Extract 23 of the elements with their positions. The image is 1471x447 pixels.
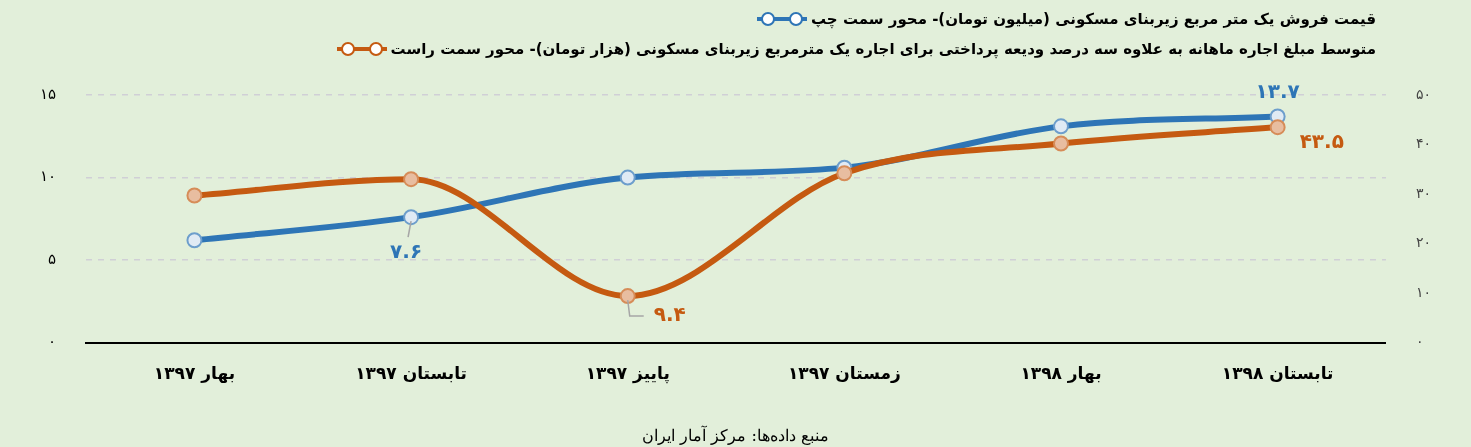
y2-tick-label: ۵۰	[1415, 85, 1432, 102]
x-tick-label: بهار ۱۳۹۷	[153, 363, 236, 385]
y2-tick-label: ۱۰	[1415, 283, 1432, 300]
x-tick-label: زمستان ۱۳۹۷	[787, 363, 901, 384]
legend-label: قیمت فروش یک متر مربع زیربنای مسکونی (میلیون تومان)- محور سمت چپ	[810, 10, 1376, 28]
y-tick-label: ۰	[48, 332, 57, 351]
text: منبع داده‌ها: مرکز آمار ایران	[641, 426, 830, 445]
legend-label: متوسط مبلغ اجاره ماهانه به علاوه سه درصد ودیعه پرداختی برای اجاره یک مترمربع زیربنای مسکونی (هزار تومان)- محور سمت راست	[390, 40, 1376, 58]
y2-tick-label: ۲۰	[1415, 234, 1432, 251]
y2-tick-label: ۳۰	[1415, 184, 1432, 201]
data-label: ۹.۴	[653, 302, 686, 327]
data-label: ۷.۶	[390, 239, 423, 264]
data-label: ۴۳.۵	[1299, 129, 1344, 154]
y-tick-label: ۱۰	[39, 167, 57, 186]
x-tick-label: پاییز ۱۳۹۷	[585, 363, 670, 385]
y2-tick-label: ۴۰	[1415, 135, 1432, 152]
data-label: ۱۳.۷	[1255, 78, 1300, 103]
y-tick-label: ۱۵	[39, 84, 57, 103]
x-tick-label: بهار ۱۳۹۸	[1020, 363, 1102, 385]
x-tick-label: تابستان ۱۳۹۸	[1221, 363, 1334, 384]
y2-tick-label: ۰	[1415, 333, 1424, 350]
y-tick-label: ۵	[48, 249, 57, 268]
x-tick-label: تابستان ۱۳۹۷	[355, 363, 467, 384]
